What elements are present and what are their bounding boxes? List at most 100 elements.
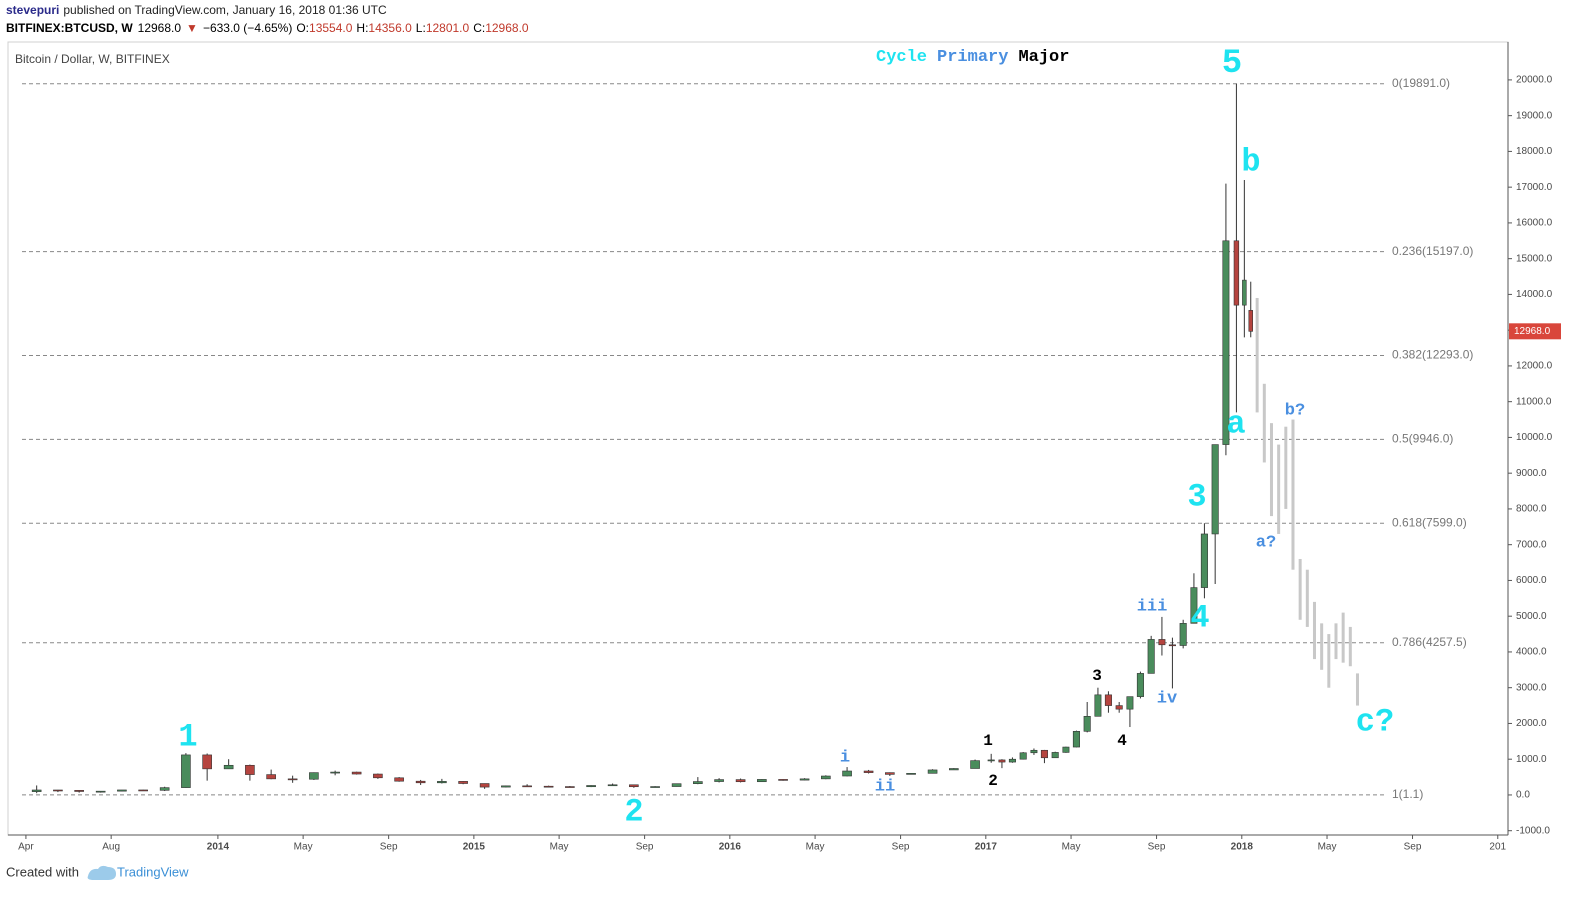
x-tick-label: May — [294, 842, 313, 853]
y-tick-label: 16000.0 — [1516, 218, 1553, 229]
x-tick-label: Sep — [1148, 842, 1166, 853]
quote-part: C: — [473, 21, 485, 35]
wave-label: 5 — [1222, 45, 1242, 83]
x-tick-label: 2016 — [719, 842, 742, 853]
y-tick-label: 19000.0 — [1516, 110, 1553, 121]
candle-body — [863, 770, 874, 773]
x-tick-label: 2014 — [207, 842, 230, 853]
candle-body — [1040, 749, 1048, 759]
candle-body — [202, 754, 212, 770]
header-line: stevepuri published on TradingView.com, J… — [6, 3, 387, 17]
y-tick-label: 2000.0 — [1516, 718, 1547, 729]
candle-body — [586, 785, 596, 788]
candle-body — [757, 779, 767, 783]
x-tick-label: May — [1318, 842, 1337, 853]
candle-body — [437, 781, 447, 784]
candle-body — [987, 759, 995, 762]
x-tick-label: Sep — [1404, 842, 1422, 853]
x-tick-label: May — [550, 842, 569, 853]
y-tick-label: 5000.0 — [1516, 611, 1547, 622]
candle-body — [1179, 623, 1187, 646]
candle-body — [799, 778, 810, 781]
chart-title: Bitcoin / Dollar, W, BITFINEX — [15, 52, 170, 66]
y-tick-label: 7000.0 — [1516, 539, 1547, 550]
candle-body — [287, 778, 298, 781]
candle-body — [138, 789, 148, 792]
projection-bar — [1262, 383, 1266, 463]
y-tick-label: 18000.0 — [1516, 146, 1553, 157]
candle-body — [1136, 673, 1144, 697]
candle-body — [1242, 279, 1247, 306]
candle-body — [1115, 705, 1123, 710]
wave-label: i — [840, 748, 850, 767]
y-tick-label: 15000.0 — [1516, 253, 1553, 264]
candle-body — [1168, 644, 1176, 647]
fib-label: 0(19891.0) — [1392, 76, 1450, 90]
quote-part: H: — [356, 21, 368, 35]
wave-label: 1 — [178, 718, 197, 755]
y-tick-label: 3000.0 — [1516, 682, 1547, 693]
candle-body — [565, 786, 575, 788]
candle-body — [885, 772, 895, 775]
candle-body — [607, 784, 618, 787]
y-tick-label: 0.0 — [1516, 790, 1530, 801]
y-tick-label: 6000.0 — [1516, 575, 1547, 586]
wave-label: iii — [1137, 597, 1168, 616]
brand-logo — [87, 865, 116, 880]
quote-part: O: — [296, 21, 309, 35]
wave-label: a? — [1256, 533, 1276, 552]
candle-body — [998, 759, 1006, 763]
footer-brand[interactable]: TradingView — [117, 864, 189, 879]
price-tag — [1509, 323, 1561, 340]
candle-body — [735, 779, 746, 783]
projection-bar — [1269, 423, 1273, 517]
candle-body — [501, 785, 511, 788]
projection-bar — [1291, 419, 1295, 570]
candle-body — [1008, 758, 1016, 763]
x-tick-label: 2017 — [975, 842, 998, 853]
projection-bar — [1305, 569, 1309, 627]
candle-body — [1094, 694, 1102, 717]
candle-body — [1051, 752, 1059, 759]
quote-part: ▼ — [186, 21, 198, 35]
fib-label: 0.786(4257.5) — [1392, 635, 1467, 649]
candle-body — [1211, 444, 1219, 535]
y-tick-label: 1000.0 — [1516, 754, 1547, 765]
candle-body — [629, 784, 639, 788]
candle-body — [1019, 752, 1027, 760]
candle-body — [31, 789, 42, 792]
projection-bar — [1298, 558, 1302, 620]
projection-bar — [1277, 444, 1281, 534]
candle-body — [159, 787, 170, 791]
wave-label: 4 — [1190, 599, 1209, 636]
author: stevepuri — [6, 3, 59, 17]
legend: Cycle Primary Major — [876, 48, 1069, 67]
quote-part: 12968.0 — [485, 21, 529, 35]
legend-entry: Cycle — [876, 48, 927, 67]
fib-label: 0.5(9946.0) — [1392, 432, 1453, 446]
x-tick-label: Sep — [892, 842, 910, 853]
quote-part: 14356.0 — [368, 21, 412, 35]
candle-body — [309, 772, 319, 780]
candle-body — [906, 773, 916, 775]
wave-label: iv — [1157, 689, 1177, 708]
candle-body — [927, 769, 938, 774]
x-tick-label: 2018 — [1231, 842, 1254, 853]
candle-body — [1222, 240, 1230, 445]
candle-body — [415, 780, 426, 784]
quote-part: 12968.0 — [138, 21, 182, 35]
wave-label: b — [1241, 143, 1260, 180]
quote-part: −633.0 (−4.65%) — [203, 21, 292, 35]
candle-body — [1190, 587, 1198, 624]
candle-body — [1062, 746, 1070, 753]
y-tick-label: 17000.0 — [1516, 182, 1553, 193]
x-tick-label: Aug — [102, 842, 120, 853]
quote-part: BITFINEX:BTCUSD, W — [6, 21, 133, 35]
legend-entry: Major — [1018, 48, 1069, 67]
price-tag-label: 12968.0 — [1514, 326, 1551, 337]
footer-created: Created with — [6, 864, 79, 879]
x-tick-label: Apr — [18, 842, 34, 853]
